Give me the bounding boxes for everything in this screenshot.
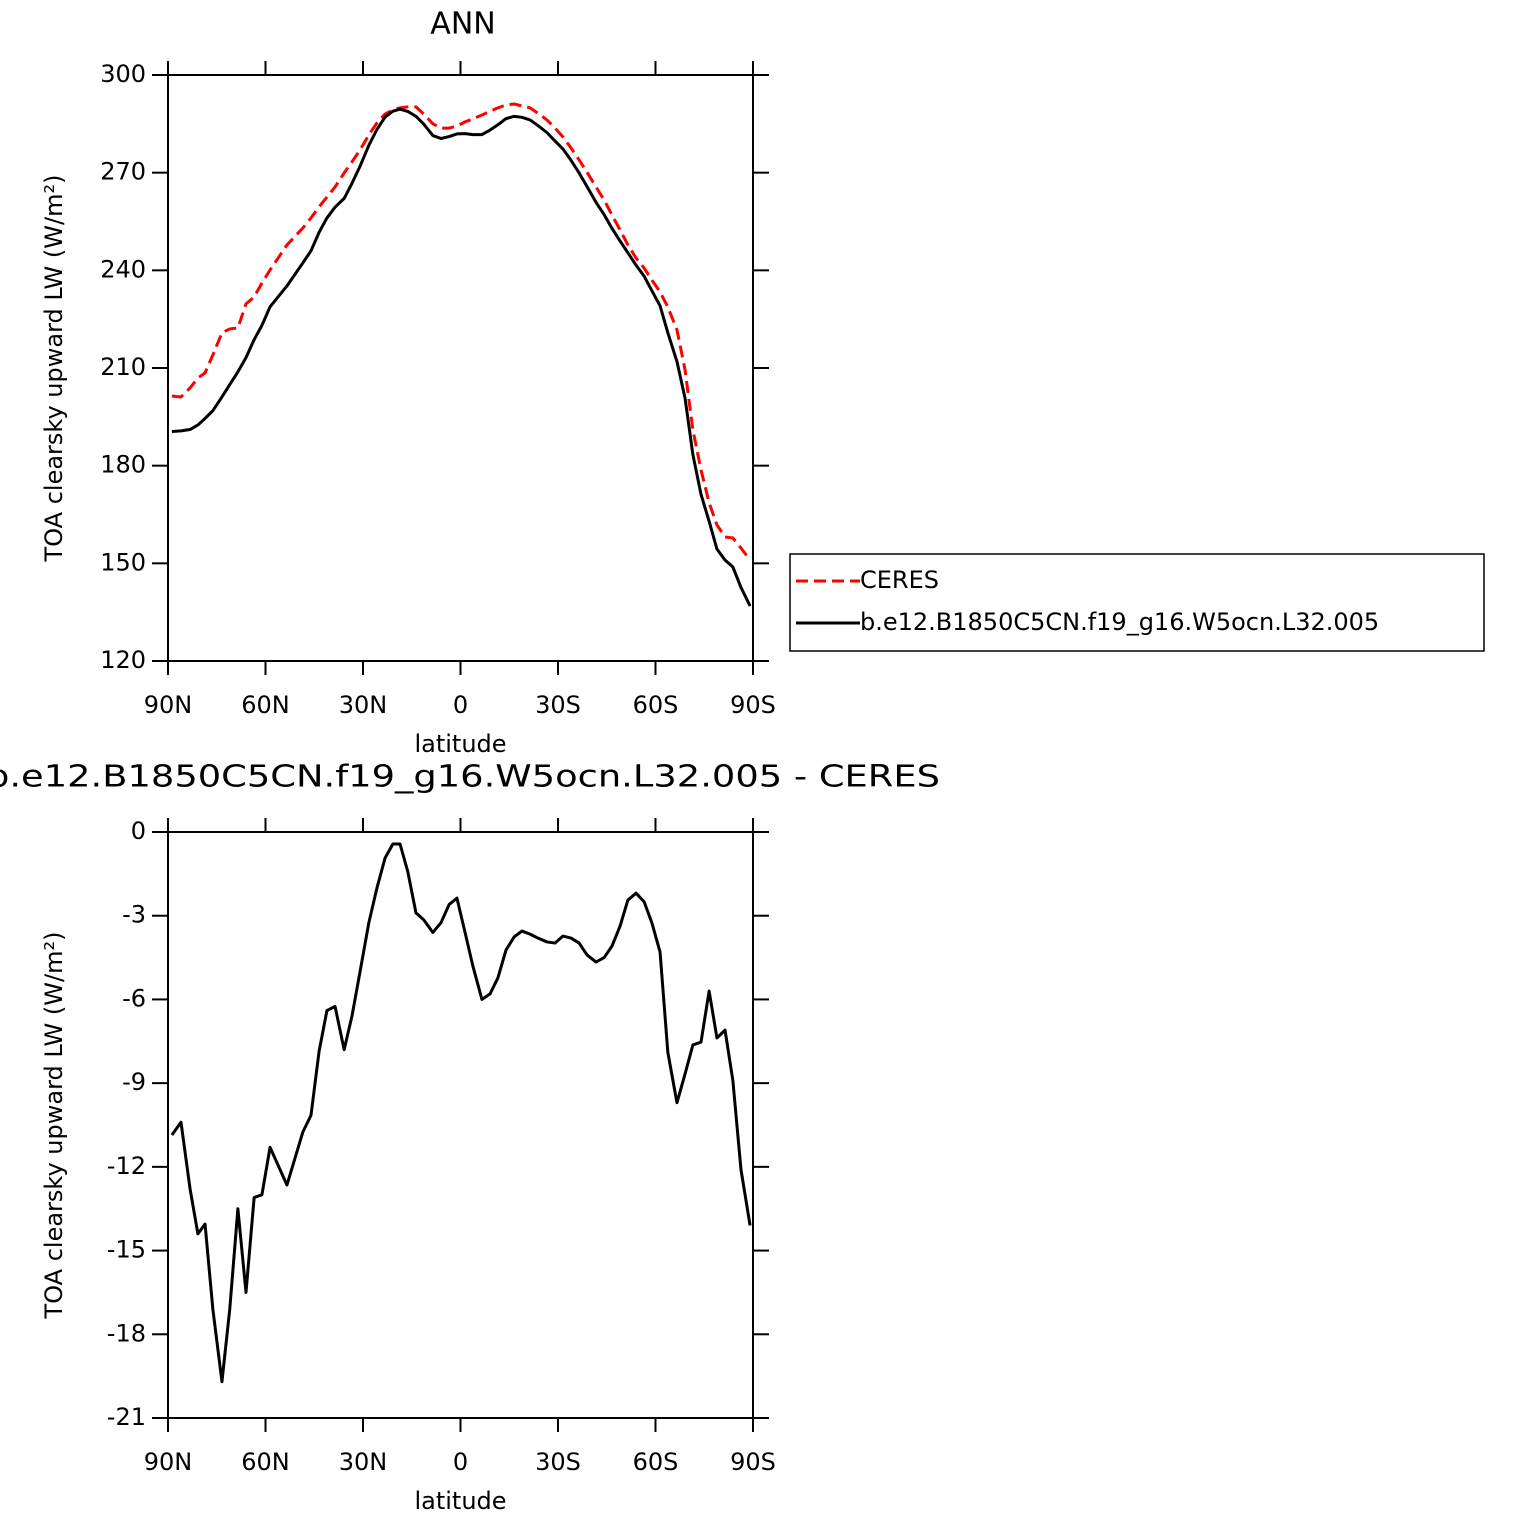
x-axis-label: latitude [414,1487,506,1515]
y-tick-label: 150 [100,548,146,576]
x-tick-label: 60S [633,691,679,719]
plot-frame [167,831,754,1419]
y-tick-label: -6 [122,984,146,1012]
y-axis-label: TOA clearsky upward LW (W/m²) [40,175,68,563]
x-tick-label: 30S [535,691,581,719]
y-axis-label: TOA clearsky upward LW (W/m²) [40,932,68,1320]
data-line [170,842,752,1384]
y-tick-label: -3 [122,901,146,929]
x-tick-label: 60N [241,1448,290,1476]
legend-label: CERES [860,566,939,594]
x-tick-label: 90S [730,1448,776,1476]
x-axis-label: latitude [414,730,506,758]
x-tick-label: 30N [339,691,388,719]
data-line [171,102,752,561]
y-tick-label: -21 [107,1403,146,1431]
x-tick-label: 90N [144,691,193,719]
y-tick-label: 180 [100,451,146,479]
x-tick-label: 0 [453,1448,468,1476]
y-tick-label: 210 [100,353,146,381]
y-tick-label: 240 [100,255,146,283]
x-tick-label: 30N [339,1448,388,1476]
data-line [171,107,752,607]
y-tick-label: -9 [122,1068,146,1096]
chart-title: ANN [430,7,495,42]
plot-frame [167,74,754,662]
y-tick-label: -12 [107,1152,146,1180]
x-tick-label: 90S [730,691,776,719]
x-tick-label: 60N [241,691,290,719]
y-tick-label: 0 [131,817,146,845]
x-tick-label: 90N [144,1448,193,1476]
legend-box [789,553,1485,652]
legend-label: b.e12.B1850C5CN.f19_g16.W5ocn.L32.005 [860,608,1379,636]
y-tick-label: 120 [100,646,146,674]
y-tick-label: 300 [100,60,146,88]
y-tick-label: -18 [107,1319,146,1347]
y-tick-label: -15 [107,1236,146,1264]
chart-title: b.e12.B1850C5CN.f19_g16.W5ocn.L32.005 - … [0,760,940,795]
y-tick-label: 270 [100,158,146,186]
x-tick-label: 0 [453,691,468,719]
x-tick-label: 30S [535,1448,581,1476]
x-tick-label: 60S [633,1448,679,1476]
